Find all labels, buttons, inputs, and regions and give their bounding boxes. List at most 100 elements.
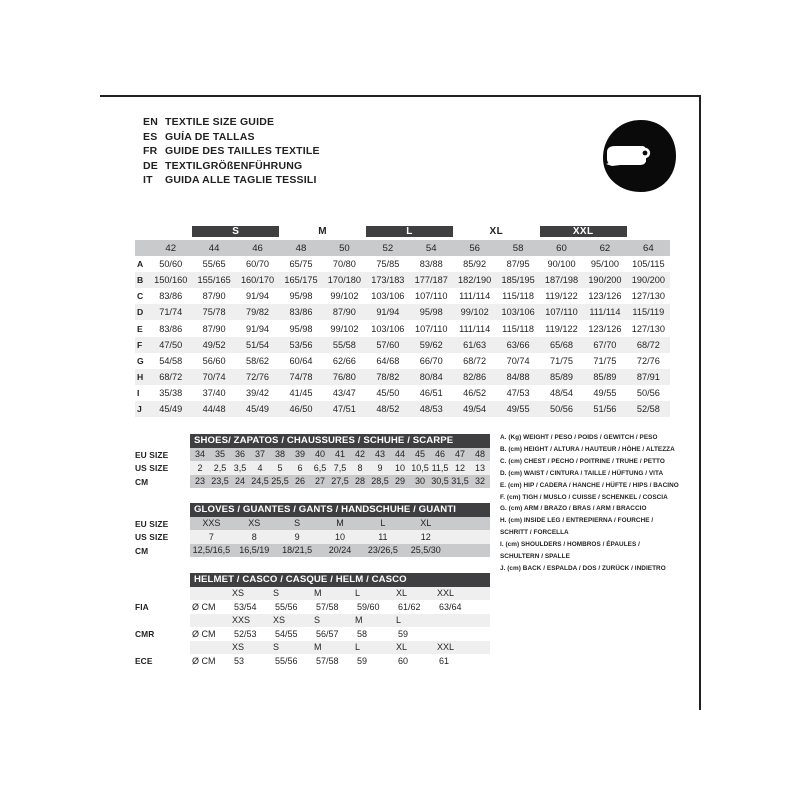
helmet-group-label: CMR <box>135 629 155 639</box>
size-number-cell: 42 <box>165 242 177 254</box>
language-title-block: EN TEXTILE SIZE GUIDE ES GUÍA DE TALLAS FR GU… <box>143 116 320 189</box>
shoes-cell: 24,5 <box>251 476 269 487</box>
size-band-XL: XL <box>489 225 504 237</box>
measure-cell: 103/106 <box>371 291 405 302</box>
helmet-value-cell: 55/56 <box>275 655 298 666</box>
measure-cell: 75/85 <box>376 259 400 270</box>
shoes-row-label: EU SIZE <box>135 449 169 460</box>
measure-cell: 68/72 <box>159 371 183 382</box>
language-title: GUIDE DES TAILLES TEXTILE <box>165 145 320 158</box>
gloves-cell: L <box>380 518 386 529</box>
measure-cell: 46/52 <box>463 387 487 398</box>
shoes-row: 2 2,5 3,5 4 5 6 6,5 7,5 8 9 10 10,5 11,5 12 13 <box>190 461 490 475</box>
shoes-body: SHOES/ ZAPATOS / CHAUSSURES / SCHUHE / S… <box>190 434 490 488</box>
measure-cell: 63/66 <box>506 339 530 350</box>
measure-cell: 49/52 <box>202 339 226 350</box>
table-row: J 45/49 44/48 45/49 46/50 47/51 48/52 48/53 49/5… <box>135 400 670 418</box>
measure-cell: 41/45 <box>289 387 313 398</box>
shoes-cell: 3,5 <box>233 462 247 473</box>
helmet-value-cell: 57/58 <box>316 601 339 612</box>
measure-cell: 37/40 <box>202 387 226 398</box>
shoes-cell: 48 <box>474 449 485 460</box>
legend-line: H. (cm) INSIDE LEG / ENTREPIERNA / FOURC… <box>500 517 654 525</box>
gloves-cell: 18/21,5 <box>282 545 313 556</box>
gloves-table: EU SIZE US SIZE CM GLOVES / GUANTES / GANTS… <box>135 503 490 557</box>
shoes-row-label: CM <box>135 476 149 487</box>
gloves-title: GLOVES / GUANTES / GANTS / HANDSCHUHE / … <box>190 503 490 517</box>
language-code: DE <box>143 159 158 172</box>
measure-cell: 76/80 <box>332 371 356 382</box>
shoes-cell: 6 <box>297 462 303 473</box>
helmet-size-cell: XS <box>273 615 286 626</box>
helmet-size-row: XXS XS S M L <box>190 613 490 627</box>
legend-line: B. (cm) HEIGHT / ALTURA / HAUTEUR / HÖHE… <box>500 445 675 453</box>
measure-cell: 35/38 <box>159 387 183 398</box>
measure-cell: 127/130 <box>631 323 665 334</box>
gloves-cell: 20/24 <box>328 545 352 556</box>
measure-cell: 74/78 <box>289 371 313 382</box>
helmet-size-cell: S <box>314 615 321 626</box>
helmet-value-cell: 53/54 <box>234 601 257 612</box>
measure-cell: 190/200 <box>631 275 665 286</box>
shoes-row: 34 35 36 37 38 39 40 41 42 43 44 45 46 47 48 <box>190 447 490 461</box>
language-title: TEXTILGRÖßENFÜHRUNG <box>165 159 303 172</box>
helmet-value-cell: 59 <box>398 628 409 639</box>
measure-cell: 99/102 <box>330 323 359 334</box>
measure-cell: 53/56 <box>289 339 313 350</box>
measure-cell: 85/89 <box>593 371 617 382</box>
gloves-cell: XS <box>248 518 261 529</box>
legend-line: SCHULTERN / SPALLE <box>500 553 570 561</box>
shoes-cell: 30,5 <box>431 476 449 487</box>
measure-cell: 79/82 <box>246 307 270 318</box>
gloves-row: XXS XS S M L XL <box>190 516 490 530</box>
legend-line: I. (cm) SHOULDERS / HOMBROS / ÉPAULES / <box>500 541 640 549</box>
measure-cell: 87/90 <box>202 323 226 334</box>
measure-cell: 48/53 <box>419 403 443 414</box>
helmet-value-cell: 58 <box>357 628 368 639</box>
helmet-value-cell: 59/60 <box>357 601 380 612</box>
table-row: B 150/160 155/165 160/170 165/175 170/180 173/… <box>135 272 670 289</box>
shoes-cell: 5 <box>277 462 283 473</box>
shoes-cell: 4 <box>257 462 263 473</box>
helmet-group-label: ECE <box>135 656 153 666</box>
shoes-cell: 36 <box>234 449 245 460</box>
helmet-size-cell: L <box>396 615 402 626</box>
measure-cell: 83/86 <box>159 323 183 334</box>
helmet-size-cell: XL <box>396 642 408 653</box>
measure-row-key: E <box>137 323 143 334</box>
measure-cell: 95/98 <box>419 307 443 318</box>
helmet-size-row: XS S M L XL XXL <box>190 640 490 654</box>
shoes-cell: 31,5 <box>451 476 469 487</box>
helmet-value-row: Ø CM 52/53 54/55 56/57 58 59 <box>190 627 490 641</box>
helmet-size-cell: XL <box>396 588 408 599</box>
language-code: FR <box>143 145 158 158</box>
measure-cell: 66/70 <box>419 355 443 366</box>
measure-cell: 55/58 <box>332 339 356 350</box>
shoes-cell: 32 <box>474 476 485 487</box>
measure-cell: 60/70 <box>246 259 270 270</box>
measure-cell: 107/110 <box>545 307 578 318</box>
language-title: TEXTILE SIZE GUIDE <box>165 116 275 128</box>
shoes-title: SHOES/ ZAPATOS / CHAUSSURES / SCHUHE / S… <box>190 434 490 448</box>
shoes-cell: 42 <box>354 449 365 460</box>
measure-cell: 49/55 <box>506 403 530 414</box>
measure-cell: 39/42 <box>246 387 270 398</box>
size-number-cell: 62 <box>599 242 611 254</box>
measure-cell: 85/89 <box>550 371 573 382</box>
measure-cell: 160/170 <box>240 275 275 286</box>
helmet-table: FIA CMR ECE HELMET / CASCO / CASQUE / HELM … <box>135 573 490 668</box>
measure-cell: 115/118 <box>502 323 535 334</box>
measure-row-key: B <box>137 275 144 286</box>
shoes-cell: 47 <box>454 449 465 460</box>
size-number-cell: 64 <box>643 242 654 254</box>
helmet-value-cell: 53 <box>234 655 245 666</box>
legend-line: D. (cm) WAIST / CINTURA / TAILLE / HÜFTU… <box>500 469 664 477</box>
shoes-cell: 8 <box>357 462 363 473</box>
measure-cell: 107/110 <box>414 323 448 334</box>
measure-cell: 91/94 <box>376 307 400 318</box>
gloves-row-label: US SIZE <box>135 532 169 542</box>
measure-cell: 95/98 <box>289 291 313 302</box>
language-row: EN TEXTILE SIZE GUIDE <box>143 116 320 131</box>
measure-cell: 71/75 <box>550 355 573 366</box>
shoes-cell: 12 <box>454 462 465 473</box>
